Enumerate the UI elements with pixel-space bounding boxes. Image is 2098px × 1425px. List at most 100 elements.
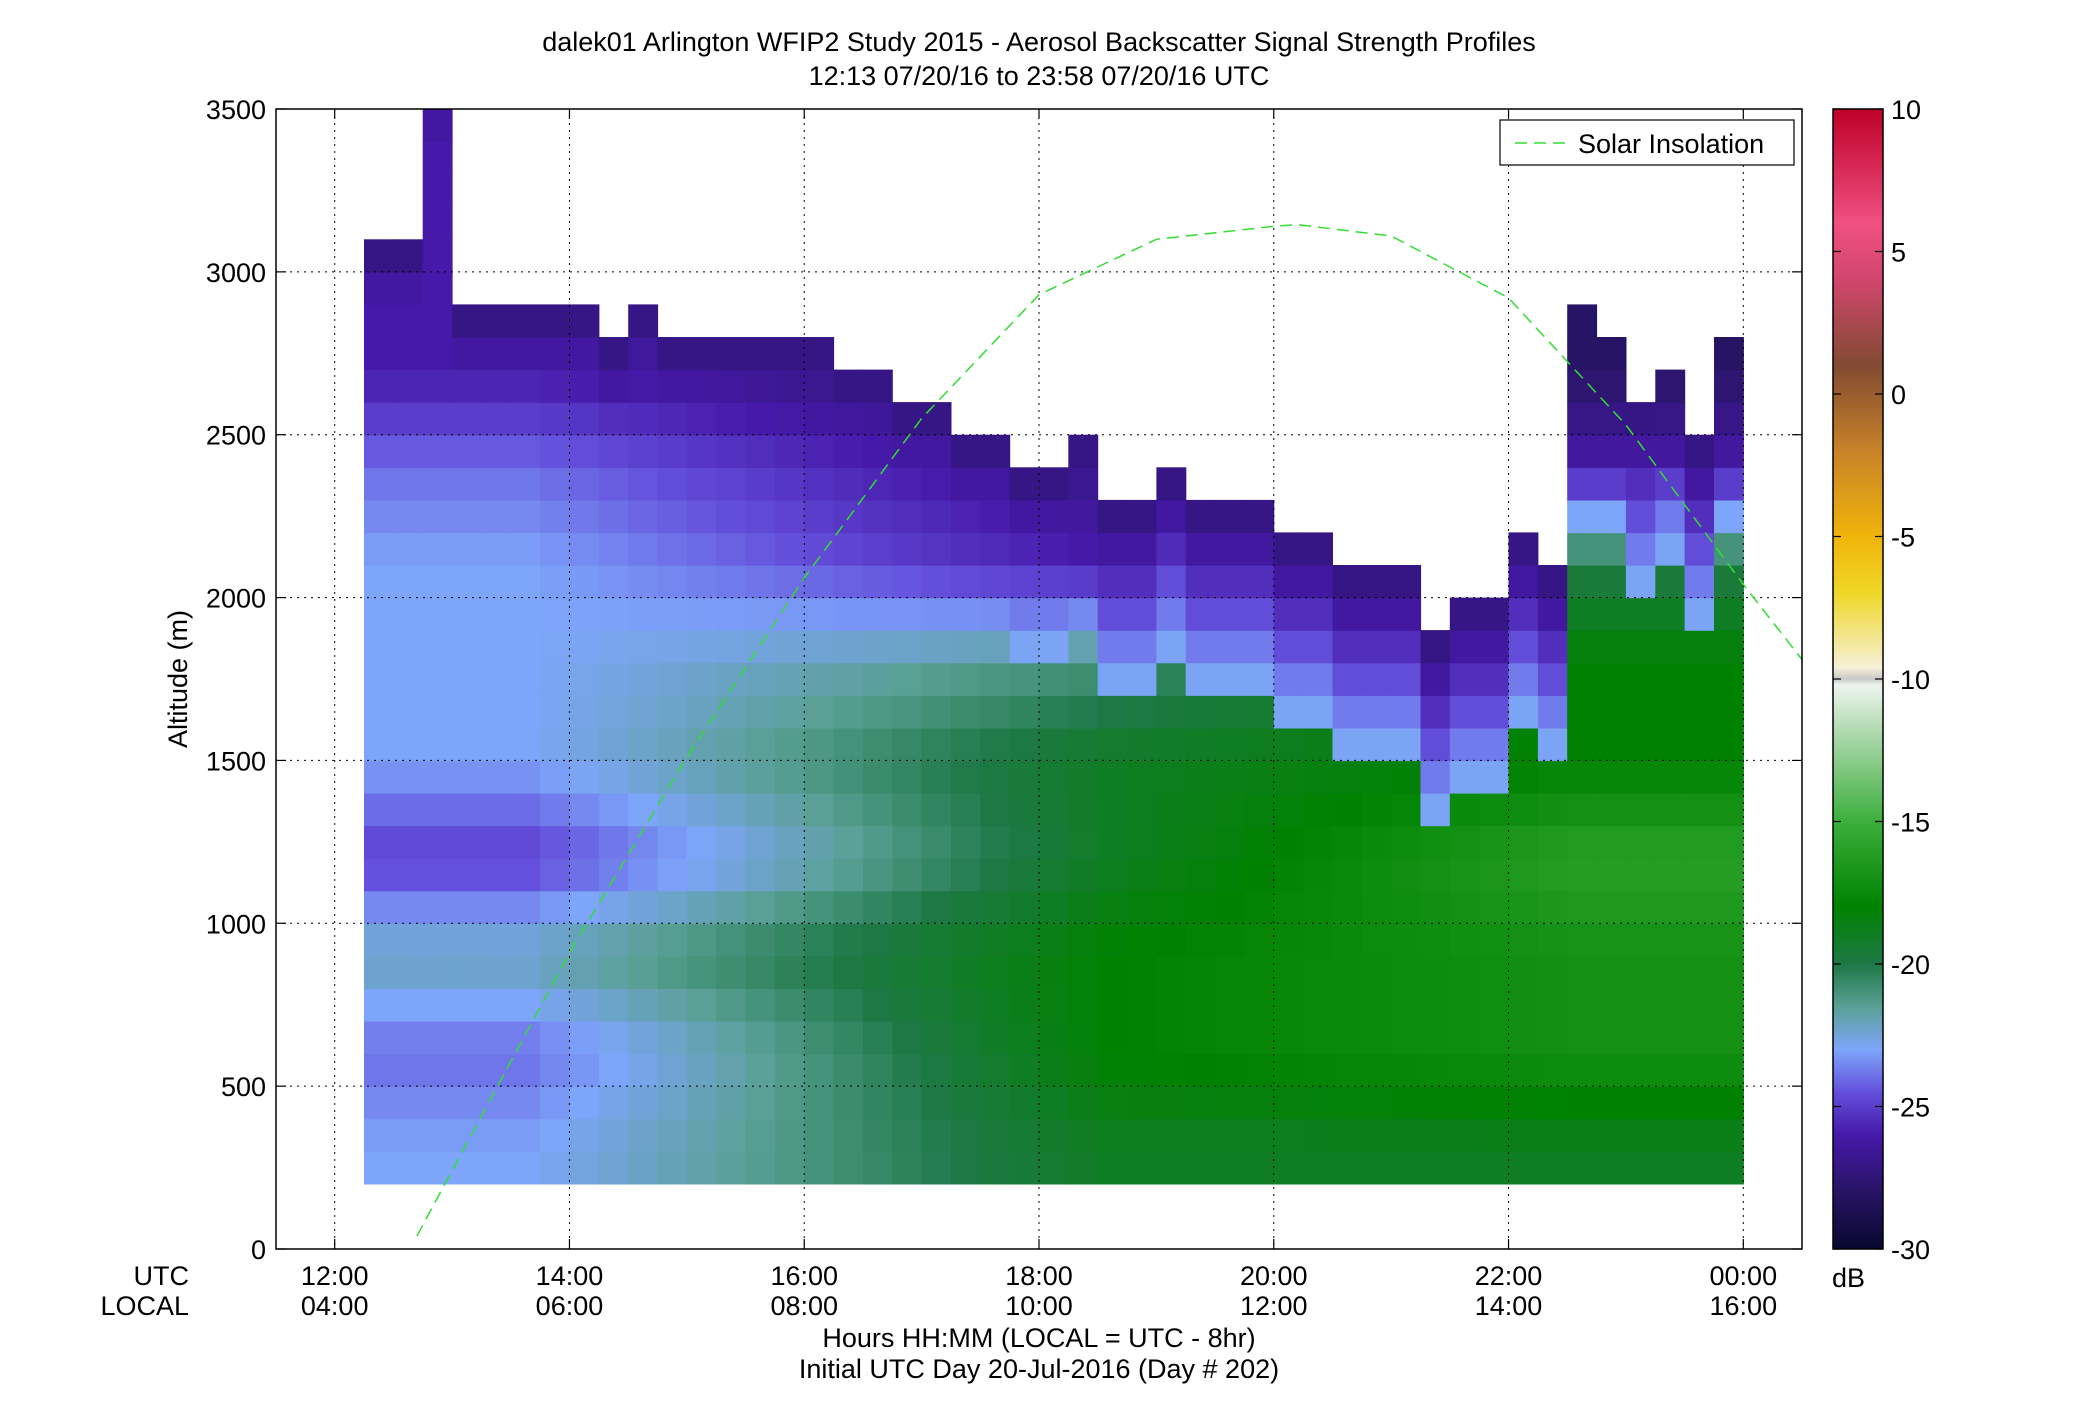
heatmap-cell — [862, 695, 893, 729]
x-tick-label-local: 16:00 — [1710, 1291, 1778, 1321]
heatmap-cell — [1537, 630, 1568, 664]
heatmap-cell — [1684, 434, 1715, 468]
heatmap-cell — [1068, 1151, 1099, 1185]
heatmap-cell — [422, 825, 453, 859]
heatmap-cell — [774, 760, 805, 794]
heatmap-cell — [1655, 1086, 1686, 1120]
heatmap-cell — [510, 337, 541, 371]
heatmap-cell — [1244, 793, 1275, 827]
heatmap-cell — [892, 402, 923, 436]
heatmap-cell — [1332, 1086, 1363, 1120]
heatmap-cell — [1508, 695, 1539, 729]
heatmap-cell — [1244, 499, 1275, 534]
heatmap-cells — [364, 109, 1744, 1185]
heatmap-cell — [1127, 695, 1157, 729]
heatmap-cell — [1244, 565, 1275, 599]
heatmap-cell — [1684, 1021, 1715, 1055]
heatmap-cell — [1596, 662, 1627, 696]
heatmap-cell — [1655, 565, 1686, 599]
heatmap-cell — [1625, 1021, 1656, 1055]
heatmap-cell — [1009, 565, 1040, 599]
heatmap-cell — [774, 988, 805, 1022]
heatmap-cell — [1479, 1021, 1510, 1055]
heatmap-cell — [422, 890, 453, 924]
heatmap-cell — [686, 402, 717, 436]
heatmap-cell — [481, 499, 512, 534]
x-tick-label-local: 04:00 — [301, 1291, 369, 1321]
heatmap-cell — [980, 434, 1011, 468]
heatmap-cell — [1332, 695, 1363, 729]
heatmap-cell — [1097, 1118, 1128, 1152]
heatmap-cell — [686, 988, 717, 1022]
heatmap-cell — [774, 695, 805, 729]
heatmap-cell — [1567, 890, 1598, 924]
heatmap-cell — [1684, 858, 1715, 892]
heatmap-cell — [833, 695, 864, 729]
heatmap-cell — [1156, 988, 1187, 1022]
heatmap-cell — [1714, 1118, 1744, 1152]
heatmap-cell — [1009, 825, 1040, 859]
heatmap-cell — [452, 369, 482, 403]
heatmap-cell — [364, 402, 394, 436]
heatmap-cell — [921, 727, 952, 762]
heatmap-cell — [745, 565, 776, 599]
heatmap-cell — [1009, 1053, 1040, 1087]
heatmap-cell — [393, 955, 424, 990]
heatmap-cell — [1273, 955, 1304, 990]
heatmap-cell — [862, 1086, 893, 1120]
heatmap-cell — [862, 630, 893, 664]
heatmap-cell — [1567, 532, 1598, 566]
heatmap-cell — [774, 467, 805, 501]
heatmap-cell — [1156, 1086, 1187, 1120]
heatmap-cell — [1714, 662, 1744, 696]
heatmap-cell — [1684, 890, 1715, 924]
heatmap-cell — [1567, 923, 1598, 957]
heatmap-cell — [510, 955, 541, 990]
heatmap-cell — [628, 988, 659, 1022]
heatmap-cell — [892, 695, 923, 729]
heatmap-cell — [569, 1086, 600, 1120]
heatmap-cell — [510, 1118, 541, 1152]
heatmap-cell — [921, 890, 952, 924]
heatmap-cell — [1303, 662, 1333, 696]
heatmap-cell — [598, 565, 629, 599]
heatmap-cell — [1449, 1151, 1480, 1185]
heatmap-cell — [1449, 890, 1480, 924]
heatmap-cell — [1244, 1053, 1275, 1087]
heatmap-cell — [393, 630, 424, 664]
heatmap-cell — [774, 532, 805, 566]
heatmap-cell — [1361, 1086, 1392, 1120]
heatmap-cell — [598, 1151, 629, 1185]
heatmap-cell — [510, 304, 541, 338]
heatmap-cell — [422, 1086, 453, 1120]
heatmap-cell — [481, 858, 512, 892]
heatmap-cell — [1625, 695, 1656, 729]
heatmap-cell — [980, 695, 1011, 729]
heatmap-cell — [892, 1021, 923, 1055]
heatmap-cell — [1508, 662, 1539, 696]
heatmap-cell — [1009, 532, 1040, 566]
heatmap-cell — [364, 369, 394, 403]
heatmap-cell — [1068, 467, 1099, 501]
heatmap-cell — [774, 793, 805, 827]
heatmap-cell — [1391, 1118, 1422, 1152]
heatmap-cell — [364, 1151, 394, 1185]
heatmap-cell — [364, 662, 394, 696]
heatmap-cell — [1655, 695, 1686, 729]
heatmap-cell — [774, 434, 805, 468]
heatmap-cell — [892, 988, 923, 1022]
heatmap-cell — [540, 727, 570, 762]
heatmap-cell — [657, 988, 688, 1022]
heatmap-cell — [686, 369, 717, 403]
heatmap-cell — [481, 369, 512, 403]
heatmap-cell — [745, 630, 776, 664]
heatmap-cell — [980, 1151, 1011, 1185]
heatmap-cell — [833, 662, 864, 696]
heatmap-cell — [422, 467, 453, 501]
heatmap-cell — [540, 988, 570, 1022]
heatmap-cell — [1303, 1118, 1333, 1152]
heatmap-cell — [1596, 369, 1627, 403]
heatmap-cell — [1273, 630, 1304, 664]
heatmap-cell — [745, 988, 776, 1022]
heatmap-cell — [921, 955, 952, 990]
